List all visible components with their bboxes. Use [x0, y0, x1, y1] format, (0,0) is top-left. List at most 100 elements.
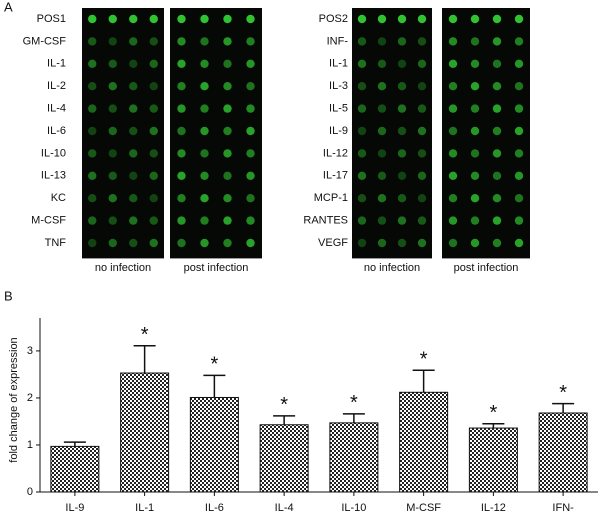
- array-spot: [492, 59, 502, 68]
- array-spot: [200, 126, 209, 136]
- array-spot: [470, 104, 480, 113]
- row-label: IL-4: [47, 103, 66, 115]
- y-tick-label: 2: [27, 392, 33, 404]
- array-spot: [448, 149, 458, 158]
- array-spot: [129, 104, 138, 113]
- x-tick-label: M-CSF: [406, 502, 441, 514]
- y-tick-label: 3: [27, 345, 33, 357]
- array-spot: [177, 216, 186, 225]
- array-spot: [357, 149, 367, 158]
- condition-label: no infection: [95, 262, 151, 274]
- array-spot: [514, 82, 524, 91]
- array-spot: [200, 149, 209, 158]
- array-spot: [377, 104, 387, 113]
- row-label: GM-CSF: [23, 35, 67, 47]
- row-label: IL-1: [47, 58, 66, 70]
- array-spot: [417, 126, 427, 136]
- array-spot: [108, 14, 117, 24]
- array-spot: [223, 14, 232, 24]
- array-spot: [246, 149, 255, 158]
- array-spot: [200, 59, 209, 68]
- array-spot: [448, 37, 458, 46]
- panel-label: B: [4, 288, 13, 303]
- array-image: [170, 8, 262, 259]
- bar: [50, 445, 100, 493]
- array-spot: [357, 238, 367, 248]
- row-label: POS1: [37, 13, 66, 25]
- bar: [399, 391, 449, 493]
- x-tick-label: IL-4: [275, 502, 294, 514]
- row-label: IL-17: [323, 170, 348, 182]
- array-spot: [223, 149, 232, 158]
- array-spot: [223, 126, 232, 136]
- array-spot: [448, 238, 458, 248]
- condition-label: post infection: [184, 262, 249, 274]
- bar: [538, 412, 588, 493]
- array-spot: [177, 149, 186, 158]
- array-spot: [246, 126, 255, 136]
- array-spot: [246, 59, 255, 68]
- array-spot: [149, 126, 158, 136]
- array-spot: [108, 216, 117, 225]
- condition-label: no infection: [364, 262, 420, 274]
- array-spot: [149, 14, 158, 24]
- condition-label: post infection: [454, 262, 519, 274]
- array-spot: [200, 82, 209, 91]
- array-spot: [200, 238, 209, 248]
- array-spot: [417, 37, 427, 46]
- row-label: IL-2: [47, 80, 66, 92]
- array-spot: [200, 171, 209, 180]
- array-spot: [514, 59, 524, 68]
- array-spot: [88, 14, 97, 24]
- row-label: IL-3: [329, 80, 348, 92]
- array-spot: [448, 216, 458, 225]
- array-spot: [129, 171, 138, 180]
- array-spot: [108, 104, 117, 113]
- array-spot: [377, 238, 387, 248]
- array-spot: [470, 194, 480, 203]
- row-label: RANTES: [303, 215, 348, 227]
- array-spot: [417, 238, 427, 248]
- array-spot: [88, 194, 97, 203]
- array-spot: [417, 104, 427, 113]
- array-spot: [417, 216, 427, 225]
- array-spot: [200, 194, 209, 203]
- array-spot: [492, 37, 502, 46]
- array-spot: [129, 238, 138, 248]
- array-spot: [470, 126, 480, 136]
- bar: [189, 396, 239, 493]
- array-spot: [514, 238, 524, 248]
- array-spot: [377, 149, 387, 158]
- row-label: IL-10: [41, 147, 66, 159]
- array-spot: [492, 171, 502, 180]
- array-spot: [470, 14, 480, 24]
- array-spot: [223, 194, 232, 203]
- array-spot: [357, 59, 367, 68]
- row-label: IL-5: [329, 103, 348, 115]
- array-spot: [149, 82, 158, 91]
- array-spot: [357, 104, 367, 113]
- array-spot: [397, 37, 407, 46]
- array-spot: [397, 194, 407, 203]
- array-spot: [108, 194, 117, 203]
- array-spot: [397, 238, 407, 248]
- significance-marker: *: [141, 324, 149, 346]
- array-spot: [377, 216, 387, 225]
- array-spot: [88, 59, 97, 68]
- array-spot: [357, 14, 367, 24]
- array-spot: [397, 216, 407, 225]
- array-spot: [357, 82, 367, 91]
- array-spot: [177, 82, 186, 91]
- array-spot: [246, 216, 255, 225]
- array-spot: [514, 37, 524, 46]
- array-spot: [129, 59, 138, 68]
- array-spot: [223, 216, 232, 225]
- row-label: KC: [51, 192, 66, 204]
- x-tick-label: IL-1: [135, 502, 154, 514]
- array-spot: [417, 149, 427, 158]
- array-spot: [377, 37, 387, 46]
- array-spot: [514, 216, 524, 225]
- array-spot: [177, 171, 186, 180]
- array-spot: [448, 171, 458, 180]
- significance-marker: *: [350, 392, 358, 414]
